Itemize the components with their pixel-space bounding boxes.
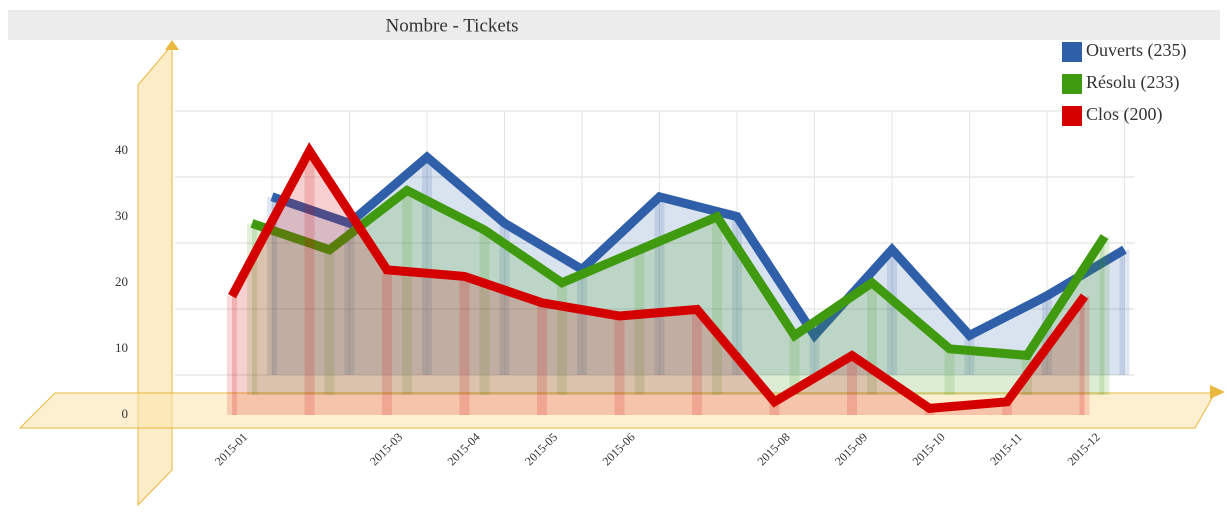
x-tick-label: 2015-05 [522, 430, 560, 468]
legend-label: Clos (200) [1086, 104, 1163, 125]
y-tick-label: 30 [115, 208, 128, 223]
series-line [228, 142, 1089, 414]
legend-swatch [1062, 74, 1082, 94]
x-tick-label: 2015-12 [1065, 430, 1103, 468]
x-tick-label: 2015-01 [212, 430, 250, 468]
y-tick-label: 0 [122, 406, 129, 421]
legend-swatch [1062, 42, 1082, 62]
y-tick-label: 10 [115, 340, 128, 355]
x-tick-label: 2015-06 [600, 430, 638, 468]
series-area [232, 151, 1085, 415]
legend-label: Ouverts (235) [1086, 40, 1186, 61]
legend-swatch [1062, 106, 1082, 126]
x-tick-label: 2015-09 [832, 430, 870, 468]
series-line [250, 185, 1109, 361]
y-axis-wall [137, 43, 173, 507]
x-tick-label: 2015-10 [910, 430, 948, 468]
x-tick-label: 2015-08 [755, 430, 793, 468]
title-bar [8, 10, 1220, 40]
x-tick-label: 2015-03 [367, 430, 405, 468]
x-tick-label: 2015-11 [987, 430, 1025, 468]
series-line [270, 151, 1127, 343]
x-axis-arrow [1210, 385, 1225, 399]
x-tick-label: 2015-04 [445, 430, 483, 468]
y-tick-label: 40 [115, 142, 128, 157]
y-tick-label: 20 [115, 274, 128, 289]
chart-title: Nombre - Tickets [386, 15, 519, 36]
y-axis-arrow [165, 40, 179, 50]
legend-label: Résolu (233) [1086, 72, 1180, 93]
series-area [252, 190, 1105, 395]
